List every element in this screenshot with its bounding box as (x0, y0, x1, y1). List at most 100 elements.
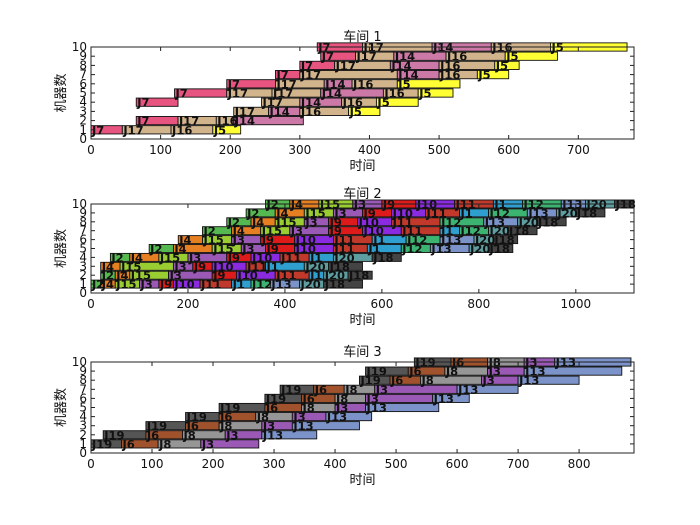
y-tick-label: 10 (72, 40, 87, 54)
x-tick-label: 400 (273, 297, 296, 311)
bar-label: J18 (493, 233, 514, 247)
bar-label: J11 (246, 260, 267, 274)
y-axis-label: 机器数 (54, 388, 69, 427)
bar-label: J20 (299, 278, 320, 292)
gantt-bar (504, 51, 558, 61)
bar-label: J16 (216, 114, 237, 128)
bar-label: J13 (524, 365, 545, 379)
y-tick-label: 10 (72, 197, 87, 211)
y-tick-label: 3 (79, 259, 87, 273)
y-tick-label: 4 (79, 250, 87, 264)
bar-label: J18 (508, 224, 529, 238)
bar-label: J6 (301, 392, 314, 406)
bar-label: J16 (439, 59, 460, 73)
y-tick-label: 7 (79, 382, 87, 396)
bar-label: J3 (290, 224, 303, 238)
bar-label: J14 (269, 105, 290, 119)
y-tick-label: 3 (79, 104, 87, 118)
bar-label: J17 (227, 87, 248, 101)
bar-label: J17 (356, 50, 377, 64)
chart-title: 车间 3 (343, 344, 381, 360)
bar-label: J4 (130, 251, 143, 265)
bar-label: J11 (200, 278, 221, 292)
bar-label: J17 (178, 114, 199, 128)
bar-label: J4 (251, 215, 264, 229)
gantt-bar (365, 402, 440, 413)
bar-label: J3 (201, 437, 214, 451)
gantt-bar (291, 421, 360, 431)
x-tick-label: 300 (288, 143, 311, 157)
bar-label: J8 (420, 374, 433, 388)
y-tick-label: 0 (79, 446, 87, 460)
bar-label: J2 (246, 206, 259, 220)
bar-label: J13 (366, 401, 387, 415)
bar-label: J11 (392, 215, 413, 229)
bar-label: J19 (146, 419, 167, 433)
bar-label: J12 (489, 206, 510, 220)
bar-label: J4 (275, 206, 288, 220)
bar-label: J3 (169, 269, 182, 283)
bar-label: J17 (122, 123, 143, 137)
x-tick-label: 800 (467, 297, 490, 311)
x-tick-label: 100 (149, 143, 172, 157)
y-tick-label: 6 (79, 77, 87, 91)
bar-label: J19 (186, 410, 207, 424)
bar-label: J16 (383, 87, 404, 101)
bar-label: J8 (256, 410, 269, 424)
bar-label: J1 (459, 206, 472, 220)
bar-label: J2 (101, 269, 114, 283)
y-tick-label: 6 (79, 233, 87, 247)
bar-label: J1 (266, 260, 279, 274)
bar-label: J14 (397, 68, 418, 82)
y-tick-label: 5 (79, 242, 87, 256)
bar-label: J5 (397, 77, 410, 91)
bar-label: J5 (505, 50, 518, 64)
bar-label: J1 (367, 242, 380, 256)
bar-label: J13 (433, 392, 454, 406)
gantt-bar (348, 106, 381, 116)
bar-label: J11 (426, 206, 447, 220)
bar-label: J15 (304, 206, 325, 220)
gantt-bar (347, 270, 373, 280)
gantt-bar (396, 79, 461, 89)
bar-label: J20 (324, 269, 345, 283)
bar-label: J13 (292, 419, 313, 433)
x-tick-label: 200 (219, 143, 242, 157)
x-tick-label: 800 (568, 457, 591, 471)
y-tick-label: 1 (79, 437, 87, 451)
bar-label: J16 (439, 68, 460, 82)
gantt-bar (575, 208, 606, 218)
x-tick-label: 300 (263, 457, 286, 471)
y-axis-label: 机器数 (54, 73, 69, 112)
bar-label: J7 (91, 123, 104, 137)
bar-label: J3 (232, 233, 245, 247)
x-axis-label: 时间 (349, 473, 375, 488)
y-tick-label: 9 (79, 206, 87, 220)
bar-label: J13 (527, 206, 548, 220)
y-tick-label: 9 (79, 364, 87, 378)
bar-label: J13 (326, 410, 347, 424)
bar-label: J12 (401, 242, 422, 256)
bar-label: J9 (266, 242, 279, 256)
gantt-bar (456, 384, 519, 394)
gantt-bar (323, 279, 363, 289)
bar-label: J6 (186, 419, 199, 433)
x-tick-label: 100 (141, 457, 164, 471)
bar-label: J13 (484, 215, 505, 229)
bar-label: J20 (469, 242, 490, 256)
bar-label: J13 (440, 233, 461, 247)
bar-label: J17 (272, 87, 293, 101)
bar-label: J18 (324, 278, 345, 292)
gantt-bar (325, 412, 373, 422)
bar-label: J1 (372, 233, 385, 247)
bar-label: J16 (171, 123, 192, 137)
y-axis-label: 机器数 (54, 229, 69, 268)
bar-label: J10 (363, 224, 384, 238)
bar-label: J17 (300, 68, 321, 82)
bar-label: J10 (295, 233, 316, 247)
gantt-bar (494, 60, 520, 70)
bar-label: J4 (232, 224, 245, 238)
bar-label: J7 (175, 87, 188, 101)
